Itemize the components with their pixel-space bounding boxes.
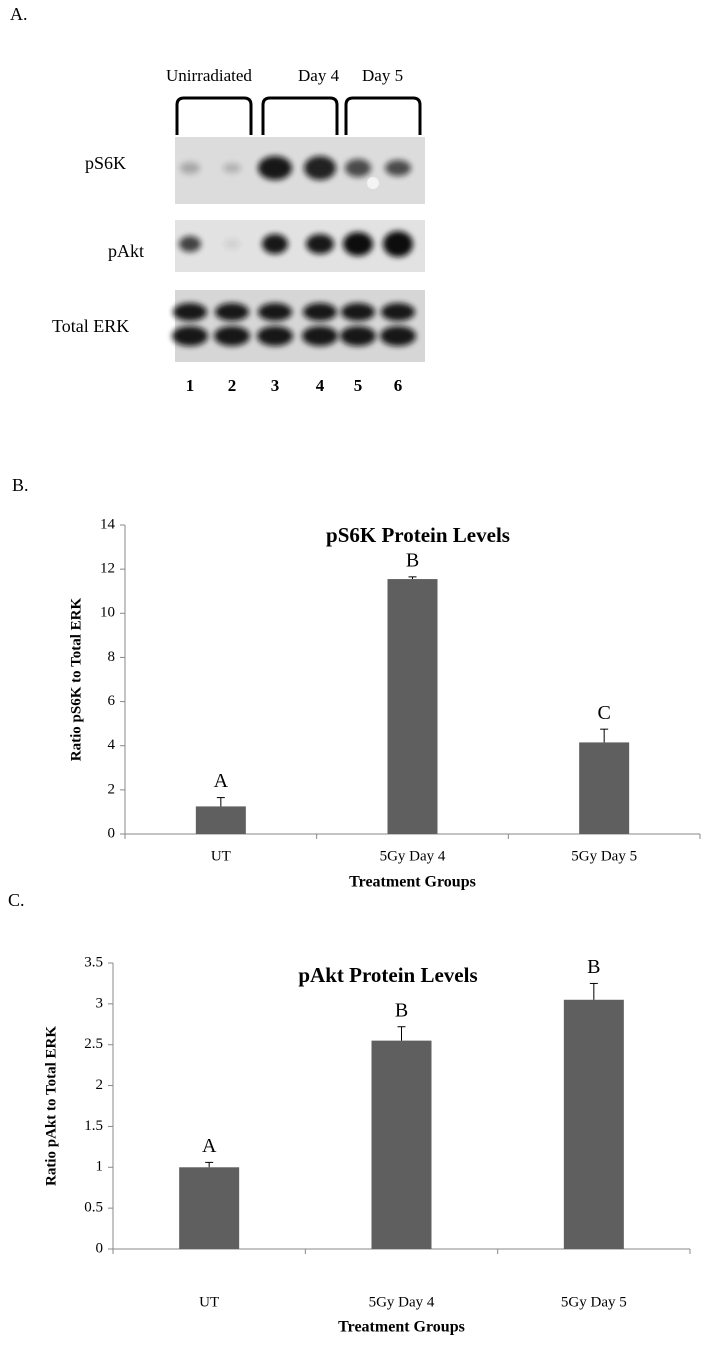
row-label: Total ERK	[52, 316, 129, 336]
bar	[563, 999, 624, 1249]
significance-letter: A	[202, 1135, 217, 1157]
band	[302, 326, 338, 346]
band	[172, 326, 208, 346]
y-tick-label: 0.5	[84, 1200, 103, 1216]
y-axis-label: Ratio pS6K to Total ERK	[68, 597, 84, 761]
band	[306, 234, 334, 254]
y-tick-label: 0	[96, 1240, 104, 1256]
group-label: Unirradiated	[166, 66, 252, 85]
band	[214, 326, 250, 346]
band	[383, 231, 413, 257]
band	[343, 232, 373, 256]
x-tick-label: 5Gy Day 4	[380, 848, 446, 864]
lane-numbers: 1 2 3 4 5 6	[186, 376, 403, 395]
y-tick-label: 8	[108, 649, 116, 665]
x-axis-label: Treatment Groups	[349, 874, 476, 891]
bar	[195, 806, 246, 834]
band	[224, 239, 240, 249]
significance-letter: B	[587, 956, 600, 978]
lane-number: 2	[228, 376, 237, 395]
lane-number: 6	[394, 376, 403, 395]
band	[380, 326, 416, 346]
x-tick-label: UT	[199, 1294, 219, 1310]
band	[345, 159, 371, 177]
y-tick-label: 2	[96, 1077, 104, 1093]
band	[340, 326, 376, 346]
lane-number: 3	[271, 376, 280, 395]
significance-letter: C	[597, 702, 610, 724]
lane-number: 1	[186, 376, 195, 395]
bar	[179, 1167, 240, 1249]
band	[173, 303, 207, 321]
significance-letter: A	[214, 770, 229, 792]
band	[257, 326, 293, 346]
band	[223, 163, 241, 173]
chart-title: pS6K Protein Levels	[326, 523, 510, 547]
row-label: pAkt	[108, 241, 144, 261]
lane-number: 5	[354, 376, 363, 395]
y-axis-label: Ratio pAkt to Total ERK	[43, 1026, 59, 1186]
y-tick-label: 2	[108, 781, 116, 797]
y-tick-label: 14	[100, 516, 116, 532]
y-tick-label: 10	[100, 605, 115, 621]
y-tick-label: 0	[108, 825, 116, 841]
x-tick-label: 5Gy Day 4	[369, 1294, 435, 1310]
band	[215, 303, 249, 321]
bar	[387, 579, 438, 834]
y-tick-label: 3.5	[84, 954, 103, 970]
significance-letter: B	[406, 549, 419, 571]
y-tick-label: 4	[108, 737, 116, 753]
band	[258, 156, 292, 180]
x-axis-label: Treatment Groups	[338, 1319, 465, 1336]
bar	[371, 1040, 432, 1249]
y-tick-label: 6	[108, 693, 116, 709]
significance-letter: B	[395, 999, 408, 1021]
band	[179, 236, 201, 252]
band	[258, 303, 292, 321]
panel-label: C.	[8, 890, 25, 910]
group-label: Day 5	[362, 66, 403, 85]
band	[385, 160, 411, 176]
band	[304, 156, 336, 180]
artifact	[367, 177, 379, 189]
group-label: Day 4	[298, 66, 340, 85]
bar	[579, 742, 630, 834]
panel-label: B.	[12, 475, 29, 495]
band	[381, 303, 415, 321]
brackets	[175, 96, 422, 135]
band	[341, 303, 375, 321]
band	[262, 234, 288, 254]
x-tick-label: 5Gy Day 5	[571, 848, 637, 864]
lane-number: 4	[316, 376, 325, 395]
y-tick-label: 3	[96, 995, 104, 1011]
band	[180, 162, 200, 174]
y-tick-label: 2.5	[84, 1036, 103, 1052]
y-tick-label: 1.5	[84, 1118, 103, 1134]
band	[303, 303, 337, 321]
y-tick-label: 12	[100, 561, 115, 577]
blot-image	[172, 137, 425, 362]
y-tick-label: 1	[96, 1159, 104, 1175]
x-tick-label: UT	[211, 848, 231, 864]
panel-label: A.	[10, 4, 28, 24]
chart-title: pAkt Protein Levels	[298, 963, 477, 987]
row-label: pS6K	[85, 153, 126, 173]
x-tick-label: 5Gy Day 5	[561, 1294, 627, 1310]
